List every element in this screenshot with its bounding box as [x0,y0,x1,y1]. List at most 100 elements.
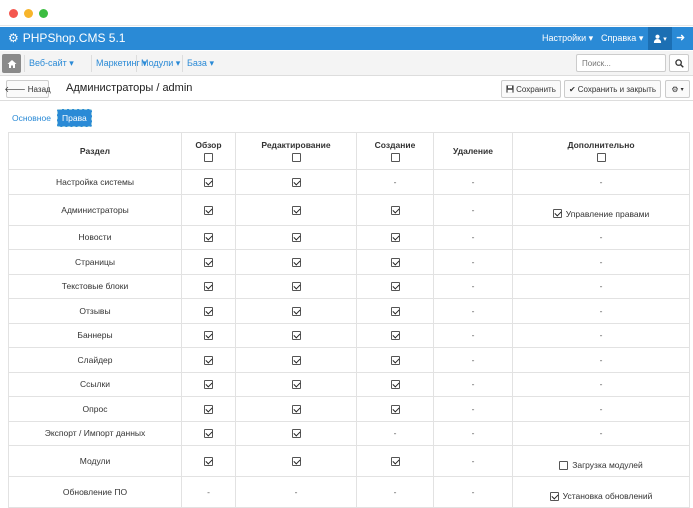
edit-checkbox[interactable] [291,457,301,467]
column-header-extra: Дополнительно [512,132,690,170]
help-menu[interactable]: Справка ▾ [601,33,643,44]
create-checkbox[interactable] [390,404,400,414]
view-cell [181,298,236,324]
save-close-button[interactable]: ✔ Сохранить и закрыть [564,80,661,98]
select-all-extra-checkbox[interactable] [596,153,606,162]
brand[interactable]: ⚙ PHPShop.CMS 5.1 [8,31,125,45]
view-checkbox[interactable] [204,306,213,316]
tab-main[interactable]: Основное [12,113,51,123]
empty-value: - [471,176,475,187]
extra-cell: - [512,224,690,250]
view-checkbox[interactable] [204,205,213,215]
section-cell: Модули [8,445,182,477]
view-checkbox[interactable] [204,233,213,243]
column-header-label: Создание [374,140,416,150]
view-checkbox[interactable] [204,380,213,390]
create-checkbox[interactable] [390,257,400,267]
column-header-edit: Редактирование [235,132,357,170]
create-cell [356,298,434,324]
save-button[interactable]: Сохранить [501,80,561,98]
back-button[interactable]: 🡐 Назад [4,80,51,98]
edit-checkbox[interactable] [291,205,301,215]
arrow-left-icon: 🡐 [4,85,26,94]
more-actions-button[interactable]: ⚙ ▾ [665,80,690,98]
gear-icon: ⚙ [671,84,679,94]
create-checkbox[interactable] [390,331,400,341]
create-cell [356,249,434,275]
create-checkbox[interactable] [390,457,400,467]
search-input[interactable] [576,54,666,72]
extra-checkbox[interactable] [559,460,569,470]
view-cell [181,322,236,348]
nav-item-database[interactable]: База ▾ [187,58,214,68]
empty-value: - [471,330,475,341]
empty-value: - [471,379,475,390]
section-cell: Страницы [8,249,182,275]
select-all-view-checkbox[interactable] [204,153,213,162]
delete-cell: - [433,298,513,324]
extra-checkbox[interactable] [552,209,562,219]
divider [182,55,183,72]
edit-checkbox[interactable] [291,257,301,267]
minimize-window-button[interactable] [24,9,33,18]
search-button[interactable] [669,54,689,72]
create-checkbox[interactable] [390,205,400,215]
create-checkbox[interactable] [390,306,400,316]
create-checkbox[interactable] [390,282,400,292]
view-cell [181,273,236,299]
tab-rights[interactable]: Права [57,109,92,127]
extra-checkbox[interactable] [549,491,559,501]
edit-checkbox[interactable] [291,177,301,187]
view-checkbox[interactable] [204,429,213,439]
delete-cell: - [433,322,513,348]
nav-item-modules[interactable]: Модули ▾ [141,58,181,68]
edit-checkbox[interactable] [291,380,301,390]
exit-icon[interactable]: ➜ [676,32,686,44]
nav-item-website[interactable]: Веб-сайт ▾ [29,58,74,68]
empty-value: - [599,176,603,187]
create-checkbox[interactable] [390,380,400,390]
divider [91,55,92,72]
maximize-window-button[interactable] [39,9,48,18]
empty-value: - [471,403,475,414]
edit-checkbox[interactable] [291,331,301,341]
extra-cell: Управление правами [512,193,690,226]
create-cell [356,371,434,397]
divider [24,55,25,72]
extra-cell: - [512,298,690,324]
view-checkbox[interactable] [204,404,213,414]
view-checkbox[interactable] [204,177,213,187]
home-button[interactable] [2,54,21,73]
edit-checkbox[interactable] [291,355,301,365]
select-all-edit-checkbox[interactable] [291,153,301,162]
save-close-label: Сохранить и закрыть [577,84,657,94]
main-nav: Веб-сайт ▾ Маркетинг ▾ Модули ▾ База ▾ [0,51,693,76]
delete-cell: - [433,445,513,477]
edit-checkbox[interactable] [291,404,301,414]
table-row: Отзывы - - [8,298,690,324]
rights-table: Раздел Обзор Редактирование Создание Уда… [8,132,690,508]
view-checkbox[interactable] [204,282,213,292]
create-checkbox[interactable] [390,233,400,243]
edit-cell: - [235,476,357,508]
extra-cell: - [512,371,690,397]
user-menu-button[interactable]: ▾ [648,27,672,50]
close-window-button[interactable] [9,9,18,18]
user-icon [654,34,662,43]
nav-item-marketing[interactable]: Маркетинг ▾ [96,58,147,68]
edit-checkbox[interactable] [291,233,301,243]
extra-option[interactable]: Загрузка модулей [559,460,643,470]
create-checkbox[interactable] [390,355,400,365]
select-all-create-checkbox[interactable] [390,153,400,162]
edit-checkbox[interactable] [291,282,301,292]
settings-menu[interactable]: Настройки ▾ [542,33,593,44]
view-checkbox[interactable] [204,331,213,341]
extra-option[interactable]: Управление правами [552,209,649,219]
edit-checkbox[interactable] [291,306,301,316]
edit-checkbox[interactable] [291,429,301,439]
view-checkbox[interactable] [204,355,213,365]
create-cell [356,445,434,477]
view-cell [181,249,236,275]
view-checkbox[interactable] [204,457,213,467]
view-checkbox[interactable] [204,257,213,267]
